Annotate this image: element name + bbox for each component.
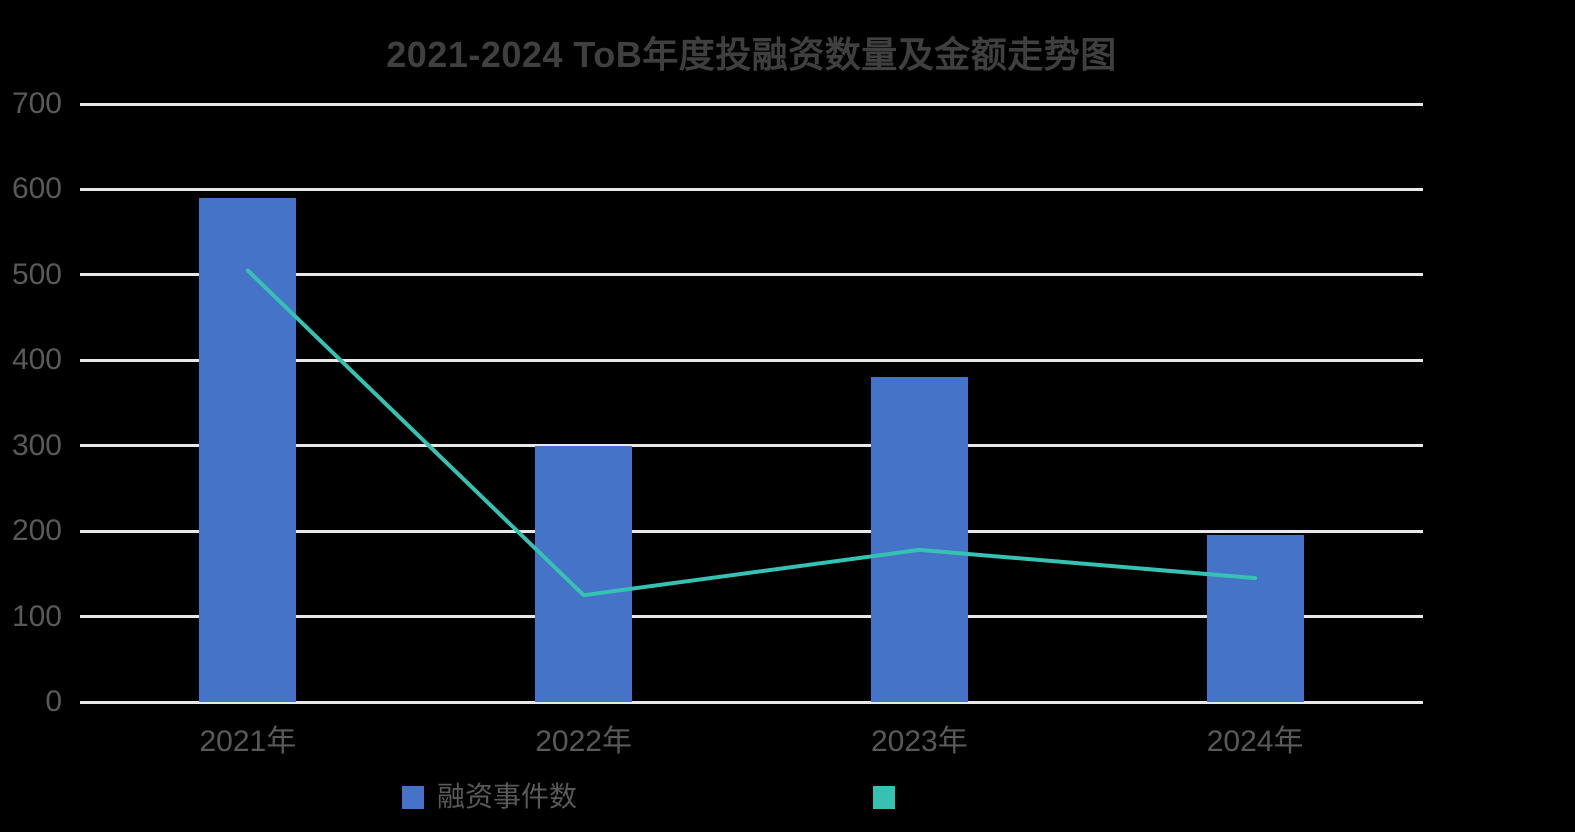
bar-2023年 [870,377,968,702]
x-axis-label-2023年: 2023年 [871,725,968,758]
x-axis-label-2022年: 2022年 [535,725,632,758]
gridline-100 [80,615,1423,619]
legend-item-series-2 [873,782,895,812]
gridline-400 [80,358,1423,362]
y-axis-tick-label-100: 100 [11,599,62,633]
line-series-svg [245,268,1258,598]
x-axis-label-2024年: 2024年 [1206,725,1304,758]
gridline-0 [80,700,1423,704]
gridline-300 [80,444,1423,448]
gridline-700 [80,102,1423,106]
bar-2022年 [535,445,633,702]
gridline-600 [80,187,1423,191]
y-axis-tick-label-700: 700 [11,87,62,120]
legend-swatch-icon [873,785,895,809]
legend-item-融资事件数: 融资事件数 [402,782,577,812]
gridline-500 [80,273,1423,277]
y-axis-tick-label-300: 300 [11,428,62,462]
y-axis-tick-label-600: 600 [11,172,62,206]
plot-area [80,102,1423,704]
legend-label: 融资事件数 [437,781,578,812]
gridline-200 [80,529,1423,533]
chart-title: 2021-2024 ToB年度投融资数量及金额走势图 [386,34,1117,75]
x-axis-label-2021年: 2021年 [199,725,297,758]
bar-2021年 [199,197,297,702]
y-axis-tick-label-500: 500 [11,257,62,291]
y-axis-tick-label-200: 200 [11,514,62,548]
trend-line [245,268,1258,598]
y-axis-tick-label-400: 400 [11,343,62,377]
y-axis-tick-label-0: 0 [45,685,62,718]
bar-2024年 [1206,535,1304,702]
legend-swatch-icon [402,785,424,809]
